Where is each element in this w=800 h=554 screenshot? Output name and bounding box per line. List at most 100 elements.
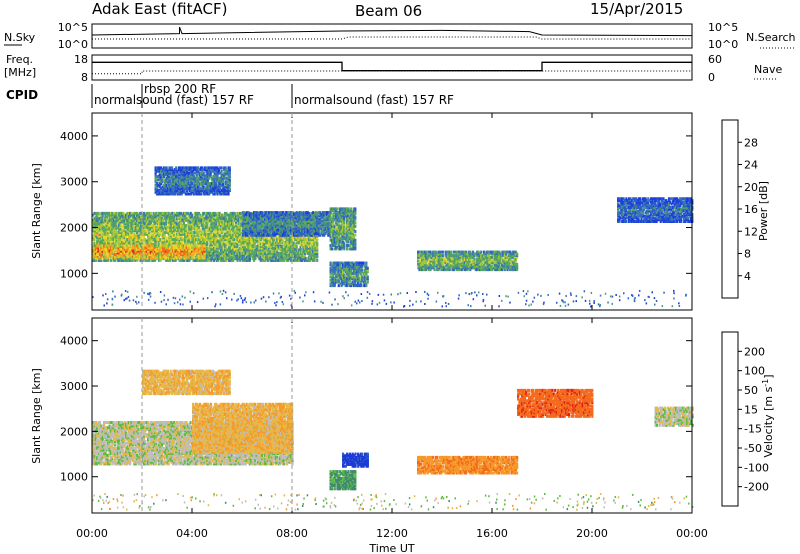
power-cell [225, 213, 228, 217]
power-cell [284, 246, 287, 250]
power-cell [92, 220, 95, 224]
power-cell [258, 238, 261, 241]
power-cell [294, 245, 297, 248]
power-cell [100, 218, 103, 222]
power-cell [101, 253, 104, 257]
power-cell [163, 232, 166, 236]
power-cell [137, 234, 140, 238]
power-cell [123, 234, 126, 238]
power-cell [114, 236, 117, 240]
power-cell [141, 218, 144, 222]
power-cell [160, 243, 163, 247]
power-cell [100, 215, 103, 219]
power-cell [114, 232, 117, 236]
power-cell [120, 225, 124, 229]
power-cell [202, 234, 205, 238]
cpid-label: CPID [6, 88, 38, 102]
power-cell [272, 251, 275, 255]
power-cell [166, 211, 169, 215]
power-cell [107, 236, 110, 240]
power-cell [274, 236, 278, 240]
power-cell [98, 229, 102, 233]
power-cell [108, 229, 111, 233]
power-cell [199, 213, 202, 217]
power-cell [148, 229, 151, 233]
power-cell [265, 246, 268, 250]
power-cell [285, 243, 289, 247]
power-cell [229, 234, 232, 238]
power-cell [175, 217, 179, 221]
power-cell [241, 253, 245, 257]
power-cell [188, 229, 191, 233]
power-cell [254, 248, 257, 252]
power-cell [131, 227, 135, 231]
power-cell [261, 251, 264, 255]
power-cell [182, 258, 185, 262]
power-cell [247, 232, 250, 236]
power-cell [224, 227, 227, 231]
power-cell [193, 222, 196, 226]
power-cell [177, 257, 180, 261]
power-cell [148, 241, 151, 245]
power-cell [173, 241, 176, 245]
power-cell [207, 229, 210, 233]
power-cell [239, 217, 242, 221]
power-cell [131, 225, 135, 229]
power-cell [105, 215, 108, 219]
power-cell [240, 215, 243, 219]
power-cell [228, 243, 231, 247]
power-cell [131, 218, 135, 222]
power-cell [92, 236, 95, 240]
power-cell [123, 258, 126, 262]
power-cell [158, 211, 161, 215]
power-cell [224, 239, 227, 243]
power-cell [204, 217, 207, 221]
power-cell [203, 227, 206, 231]
power-cell [131, 220, 135, 224]
power-cell [119, 217, 122, 221]
power-cell [258, 250, 261, 254]
power-cell [279, 238, 282, 241]
power-cell [221, 213, 224, 217]
power-cell [153, 258, 157, 262]
power-cell [134, 258, 137, 262]
power-cell [206, 248, 209, 252]
power-cell [114, 234, 117, 238]
power-cell [118, 236, 121, 240]
power-cell [175, 211, 179, 215]
power-cell [122, 229, 125, 233]
power-cell [277, 245, 280, 248]
power-cell [230, 211, 234, 215]
power-cell [181, 255, 184, 259]
power-cell [119, 243, 122, 247]
power-cell [262, 248, 265, 252]
power-cell [261, 258, 264, 262]
power-cell [125, 258, 128, 262]
power-cell [115, 232, 118, 236]
power-cell [236, 258, 239, 262]
power-cell [170, 234, 173, 238]
power-cell [228, 178, 231, 182]
power-cell [104, 220, 107, 224]
power-cell [232, 239, 235, 243]
power-cell [229, 231, 232, 234]
power-cell [255, 211, 258, 215]
power-cell [160, 253, 163, 257]
power-cell [148, 218, 151, 222]
power-cell [93, 229, 96, 233]
power-cell [248, 236, 251, 240]
power-cell [181, 227, 184, 231]
power-cell [192, 234, 195, 238]
power-cell [126, 239, 129, 243]
power-cell [120, 220, 124, 224]
power-cell [131, 229, 135, 233]
power-cell [184, 211, 187, 215]
power-cell [279, 246, 282, 250]
power-cell [257, 239, 260, 243]
power-cell [200, 238, 203, 241]
power-cell [214, 236, 217, 240]
power-cell [252, 243, 256, 247]
power-cell [262, 246, 265, 250]
power-cell [255, 251, 258, 255]
power-cell [185, 241, 188, 245]
